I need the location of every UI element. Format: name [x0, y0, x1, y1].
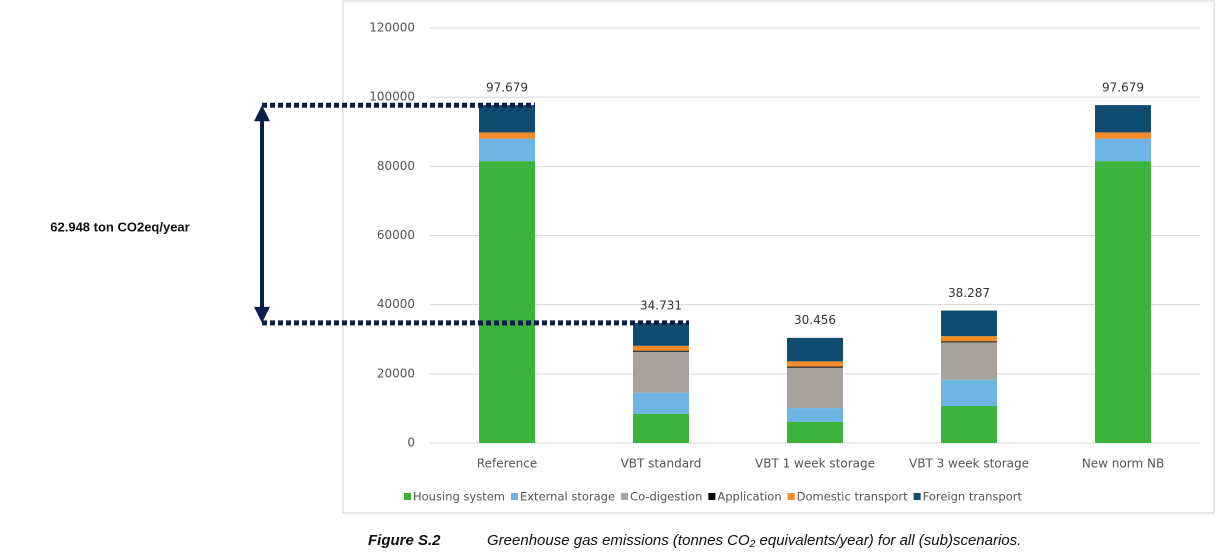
total-label: 34.731 [640, 298, 682, 312]
x-tick-label: Reference [477, 457, 537, 471]
bar-segment [633, 351, 689, 393]
y-tick-label: 60000 [377, 228, 415, 242]
x-tick-label: New norm NB [1082, 457, 1164, 471]
legend-label: External storage [520, 490, 615, 504]
legend-label: Co-digestion [630, 490, 702, 504]
y-tick-label: 100000 [369, 90, 415, 104]
total-label: 30.456 [794, 313, 836, 327]
legend-swatch [708, 493, 716, 500]
y-tick-label: 80000 [377, 159, 415, 173]
total-label: 97.679 [486, 81, 528, 95]
bar-segment [479, 161, 535, 444]
legend-label: Housing system [413, 490, 505, 504]
y-tick-label: 40000 [377, 297, 415, 311]
bar-segment [633, 392, 689, 414]
y-tick-label: 120000 [369, 21, 415, 35]
bar-segment [479, 132, 535, 139]
bar-segment [941, 310, 997, 337]
bar-segment [787, 421, 843, 443]
bar-segment [941, 342, 997, 380]
bar-segment [633, 322, 689, 346]
caption-label: Figure S.2 [368, 532, 441, 549]
bar-segment [479, 105, 535, 133]
legend-label: Foreign transport [923, 490, 1023, 504]
caption-text: Greenhouse gas emissions (tonnes CO₂ equ… [487, 532, 1021, 549]
legend-swatch [510, 493, 518, 500]
bar-segment [941, 405, 997, 443]
legend-swatch [913, 493, 921, 500]
x-tick-label: VBT 3 week storage [909, 457, 1029, 471]
bar-segment [787, 337, 843, 362]
legend-label: Application [717, 490, 781, 504]
bar-segment [1095, 138, 1151, 162]
arrow-head [254, 306, 270, 323]
bar-segment [941, 341, 997, 343]
bar-segment [633, 350, 689, 352]
bar-segment [787, 366, 843, 368]
x-tick-label: VBT 1 week storage [755, 457, 875, 471]
bar-segment [941, 379, 997, 406]
bar-segment [633, 413, 689, 443]
legend-label: Domestic transport [797, 490, 908, 504]
legend-swatch [787, 493, 795, 500]
total-label: 38.287 [948, 286, 990, 300]
x-tick-label: VBT standard [621, 457, 702, 471]
bar-segment [1095, 105, 1151, 133]
y-tick-label: 20000 [377, 366, 415, 380]
bar-segment [1095, 132, 1151, 139]
bar-segment [787, 367, 843, 409]
bar-segment [479, 138, 535, 162]
bar-segment [787, 361, 843, 367]
legend-swatch [404, 493, 411, 500]
annotation: 62.948 ton CO2eq/year [50, 219, 189, 234]
total-label: 97.679 [1102, 81, 1144, 95]
legend-swatch [621, 493, 629, 500]
bar-segment [787, 408, 843, 422]
y-tick-label: 0 [407, 436, 415, 450]
arrow-head [254, 105, 270, 122]
bar-segment [1095, 161, 1151, 444]
bar-segment [941, 336, 997, 342]
bar-segment [633, 345, 689, 351]
chart-frame [342, 0, 1215, 514]
